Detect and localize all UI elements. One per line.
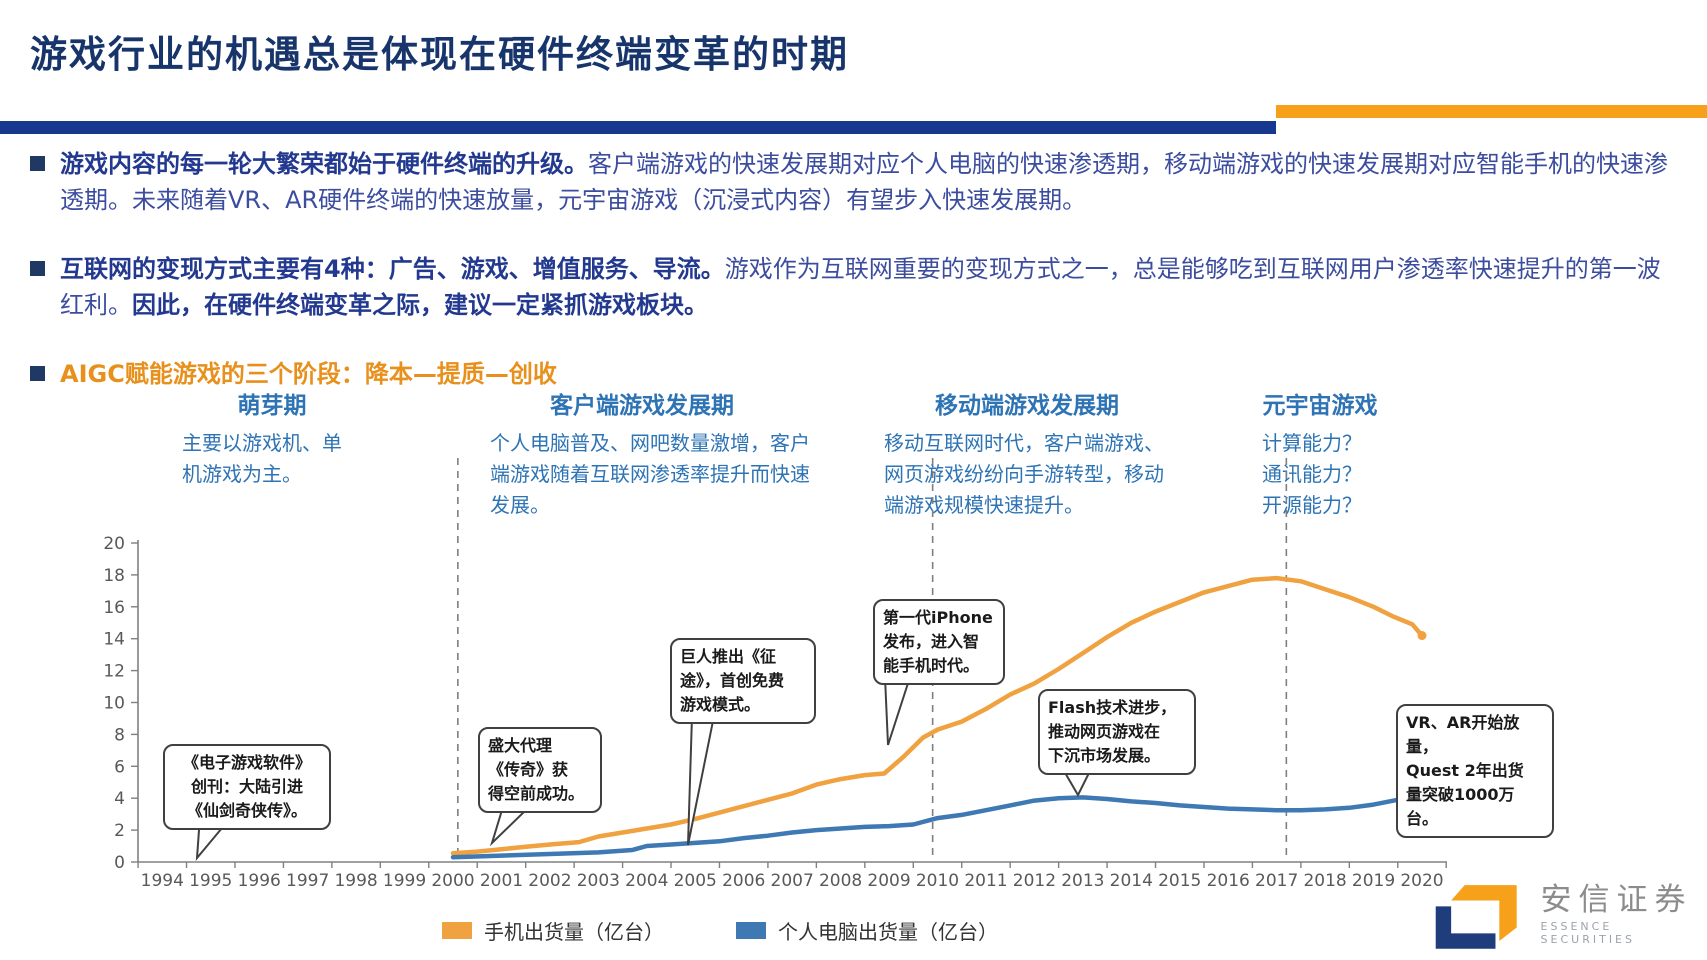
callout-dianzi-youxi-ruanjian: 《电子游戏软件》 创刊：大陆引进 《仙剑奇侠传》。 [163, 744, 331, 830]
y-tick-label: 6 [114, 757, 125, 777]
stage-desc-embryonic: 主要以游戏机、单 机游戏为主。 [182, 431, 342, 486]
x-tick-label: 2012 [1013, 871, 1056, 891]
x-tick-label: 1999 [383, 871, 426, 891]
x-tick-label: 2008 [819, 871, 862, 891]
y-tick-label: 12 [103, 662, 125, 682]
y-tick-label: 10 [103, 694, 125, 714]
bullet-body: 游戏作为互联网重要的变现方式之一，总是能够吃到互联网用户渗透率快速提升的第一波红… [60, 255, 1661, 319]
bullet-square-icon [30, 156, 45, 171]
callout-first-iphone: 第一代iPhone 发布，进入智 能手机时代。 [873, 599, 1005, 685]
callout-tail [883, 676, 912, 746]
bullet-item-monetization: 互联网的变现方式主要有4种：广告、游戏、增值服务、导流。游戏作为互联网重要的变现… [30, 251, 1682, 323]
x-tick-label: 2020 [1400, 871, 1443, 891]
x-tick-label: 1996 [238, 871, 281, 891]
y-tick-label: 8 [114, 725, 125, 745]
bullet-item-aigc: AIGC赋能游戏的三个阶段：降本—提质—创收 [30, 356, 1682, 392]
legend-label: 个人电脑出货量（亿台） [778, 920, 998, 944]
callout-vr-ar-quest2: VR、AR开始放量， Quest 2年出货 量突破1000万台。 [1396, 704, 1554, 838]
stage-desc-client-games: 个人电脑普及、网吧数量激增，客户 端游戏随着互联网渗透率提升而快速 发展。 [490, 431, 810, 517]
bullet-item-hardware-upgrade: 游戏内容的每一轮大繁荣都始于硬件终端的升级。客户端游戏的快速发展期对应个人电脑的… [30, 146, 1682, 218]
x-tick-label: 1997 [286, 871, 329, 891]
stage-title-embryonic: 萌芽期 [237, 393, 307, 419]
pc-shipments-line [450, 791, 1425, 860]
chart-legend: 手机出货量（亿台） 个人电脑出货量（亿台） [0, 916, 1440, 945]
page-title: 游戏行业的机遇总是体现在硬件终端变革的时期 [30, 33, 849, 76]
title-underline-orange [1276, 105, 1707, 118]
bullet-text: 游戏内容的每一轮大繁荣都始于硬件终端的升级。客户端游戏的快速发展期对应个人电脑的… [60, 146, 1682, 218]
logo-name-en: ESSENCE SECURITIES [1540, 920, 1635, 946]
bullet-bold-tail: 因此，在硬件终端变革之际，建议一定紧抓游戏板块。 [132, 291, 708, 319]
x-tick-label: 2007 [771, 871, 814, 891]
logo-name-cn: 安信证券 [1540, 882, 1693, 918]
x-tick-label: 2014 [1110, 871, 1153, 891]
x-tick-label: 2016 [1207, 871, 1250, 891]
series-end-marker [1417, 631, 1427, 641]
x-tick-label: 1994 [141, 871, 184, 891]
legend-label: 手机出货量（亿台） [484, 920, 664, 944]
aigc-stages-text: AIGC赋能游戏的三个阶段：降本—提质—创收 [60, 360, 557, 388]
bullet-square-icon [30, 261, 45, 276]
x-tick-label: 2015 [1158, 871, 1201, 891]
y-tick-label: 16 [103, 598, 125, 618]
bullet-square-icon [30, 366, 45, 381]
x-tick-label: 2010 [916, 871, 959, 891]
x-tick-label: 2002 [528, 871, 571, 891]
x-tick-label: 2003 [577, 871, 620, 891]
bullet-bold-lead: 互联网的变现方式主要有4种：广告、游戏、增值服务、导流。 [60, 255, 725, 283]
essence-securities-logo: 安信证券 ESSENCE SECURITIES [1428, 876, 1707, 954]
stage-title-metaverse: 元宇宙游戏 [1262, 393, 1378, 419]
callout-juren-zhengtu: 巨人推出《征 途》，首创免费 游戏模式。 [670, 638, 816, 724]
y-tick-label: 18 [103, 566, 125, 586]
x-tick-label: 1995 [189, 871, 232, 891]
y-tick-label: 4 [114, 789, 125, 809]
x-tick-label: 1998 [334, 871, 377, 891]
title-underline-blue [0, 121, 1276, 134]
x-tick-label: 2019 [1352, 871, 1395, 891]
x-tick-label: 2011 [964, 871, 1007, 891]
y-tick-label: 0 [114, 853, 125, 873]
bullet-list: 游戏内容的每一轮大繁荣都始于硬件终端的升级。客户端游戏的快速发展期对应个人电脑的… [30, 146, 1682, 425]
x-tick-label: 2004 [625, 871, 668, 891]
x-tick-label: 2005 [674, 871, 717, 891]
callout-shengda-chuanqi: 盛大代理 《传奇》获 得空前成功。 [478, 727, 602, 813]
phone-shipments-line [450, 575, 1425, 856]
x-tick-label: 2017 [1255, 871, 1298, 891]
bullet-body: 客户端游戏的快速发展期对应个人电脑的快速渗透期，移动端游戏的快速发展期对应智能手… [60, 150, 1668, 214]
x-tick-label: 2006 [722, 871, 765, 891]
callout-tail [687, 715, 716, 846]
y-tick-label: 20 [103, 534, 125, 554]
logo-text: 安信证券 ESSENCE SECURITIES [1541, 884, 1707, 946]
x-tick-label: 2013 [1061, 871, 1104, 891]
x-tick-label: 2009 [867, 871, 910, 891]
stage-desc-mobile-games: 移动互联网时代，客户端游戏、 网页游戏纷纷向手游转型，移动 端游戏规模快速提升。 [884, 431, 1164, 517]
phone-series-swatch-icon [442, 922, 472, 939]
y-tick-label: 14 [103, 630, 125, 650]
x-tick-label: 2000 [431, 871, 474, 891]
callout-flash-webgames: Flash技术进步， 推动网页游戏在 下沉市场发展。 [1038, 689, 1196, 775]
y-tick-label: 2 [114, 821, 125, 841]
stage-desc-metaverse: 计算能力？ 通讯能力？ 开源能力？ [1262, 431, 1362, 517]
stage-title-client-games: 客户端游戏发展期 [550, 393, 734, 419]
bullet-bold-lead: 游戏内容的每一轮大繁荣都始于硬件终端的升级。 [60, 150, 588, 178]
essence-logo-cube-icon [1435, 885, 1517, 949]
stage-title-mobile-games: 移动端游戏发展期 [935, 393, 1119, 419]
callout-tail [489, 809, 529, 847]
legend-item-phone: 手机出货量（亿台） [442, 916, 664, 945]
pc-series-swatch-icon [736, 922, 766, 939]
x-tick-label: 2018 [1303, 871, 1346, 891]
legend-item-pc: 个人电脑出货量（亿台） [736, 916, 998, 945]
bullet-text: AIGC赋能游戏的三个阶段：降本—提质—创收 [60, 356, 557, 392]
bullet-text: 互联网的变现方式主要有4种：广告、游戏、增值服务、导流。游戏作为互联网重要的变现… [60, 251, 1682, 323]
x-tick-label: 2001 [480, 871, 523, 891]
